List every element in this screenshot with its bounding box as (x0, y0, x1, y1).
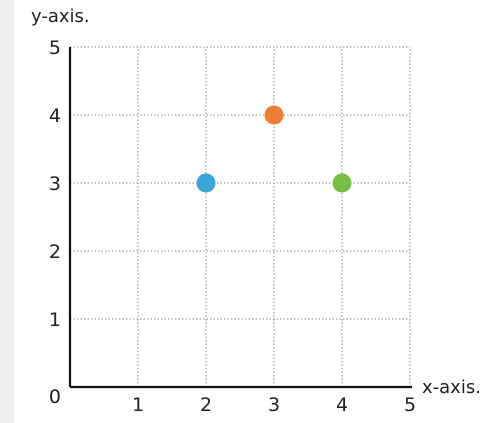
y-tick-label: 4 (49, 105, 61, 127)
y-tick-labels: 1 2 3 4 5 (49, 37, 61, 331)
y-tick-label: 2 (49, 241, 61, 263)
axes (68, 47, 412, 389)
data-point-1 (196, 173, 216, 193)
x-tick-label: 2 (200, 394, 212, 416)
x-tick-label: 4 (336, 394, 348, 416)
grid (70, 46, 411, 387)
data-point-3 (332, 173, 352, 193)
x-tick-labels: 1 2 3 4 5 (132, 394, 416, 416)
y-tick-label: 1 (49, 309, 61, 331)
x-tick-label: 5 (404, 394, 416, 416)
data-point-2 (264, 105, 284, 125)
data-points (196, 105, 352, 193)
x-axis-title: x-axis. (422, 377, 481, 398)
origin-label: 0 (49, 386, 61, 408)
y-tick-label: 5 (49, 37, 61, 59)
x-tick-label: 3 (268, 394, 280, 416)
y-axis-title: y-axis. (31, 6, 90, 27)
x-tick-label: 1 (132, 394, 144, 416)
y-tick-label: 3 (49, 173, 61, 195)
chart-panel (14, 0, 500, 423)
